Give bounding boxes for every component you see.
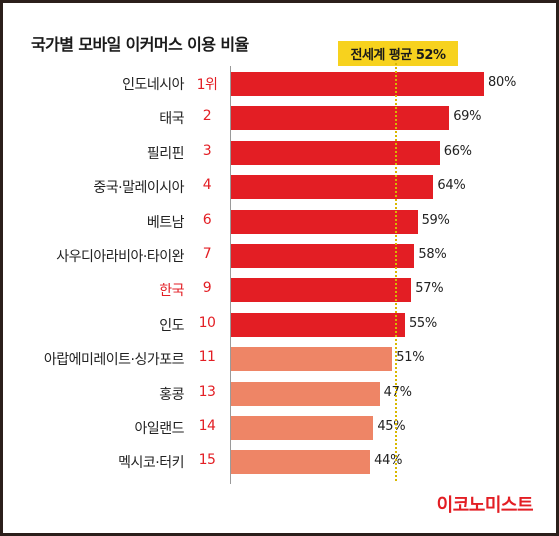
value-label: 57%	[415, 281, 444, 297]
rank-label: 13	[198, 383, 216, 400]
bar	[231, 209, 418, 234]
bar	[231, 175, 434, 200]
value-label: 58%	[418, 247, 447, 262]
bar	[231, 106, 450, 131]
rank-label: 6	[202, 211, 212, 228]
bar-row: 중국·말레이시아 4 64%	[0, 170, 559, 204]
bar	[231, 312, 405, 337]
bar	[231, 381, 380, 406]
axis-line	[230, 66, 231, 484]
bar	[231, 278, 412, 303]
value-label: 66%	[443, 143, 472, 159]
country-label: 아랍에미레이트·싱가포르	[43, 352, 185, 369]
average-label: 전세계 평균 52%	[338, 41, 458, 66]
value-label: 80%	[488, 75, 516, 90]
country-label: 태국	[159, 111, 184, 128]
value-label: 64%	[437, 178, 466, 194]
rank-label: 14	[198, 418, 216, 434]
bar	[231, 450, 371, 475]
bar	[231, 416, 374, 440]
rank-label: 7	[202, 246, 212, 262]
country-label: 베트남	[146, 214, 185, 231]
bar	[231, 140, 440, 165]
bar-row: 한국 9 57%	[0, 273, 559, 307]
rank-label: 1위	[196, 77, 218, 93]
value-label: 44%	[374, 453, 403, 469]
country-label: 한국	[159, 283, 184, 300]
value-label: 47%	[383, 384, 412, 400]
bar-row: 홍콩 13 47%	[0, 377, 559, 411]
country-label: 필리핀	[146, 145, 185, 162]
rank-label: 9	[202, 280, 212, 297]
country-label: 홍콩	[159, 386, 184, 403]
rank-label: 10	[198, 314, 216, 331]
country-label: 아일랜드	[134, 421, 184, 437]
rank-label: 2	[202, 108, 212, 125]
bar-row: 태국 2 69%	[0, 101, 559, 135]
value-label: 59%	[421, 212, 450, 228]
bar-row: 사우디아라비아·타이완 7 58%	[0, 239, 559, 273]
brand-logo: 이코노미스트	[436, 495, 534, 516]
value-label: 51%	[396, 350, 425, 366]
bar-row: 아일랜드 14 45%	[0, 411, 559, 445]
value-label: 69%	[453, 109, 482, 125]
bar-row: 멕시코·터키 15 44%	[0, 445, 559, 479]
value-label: 45%	[377, 419, 406, 434]
bar-row: 인도 10 55%	[0, 308, 559, 342]
chart-title: 국가별 모바일 이커머스 이용 비율	[31, 35, 249, 54]
bar-row: 베트남 6 59%	[0, 205, 559, 239]
bar	[231, 244, 415, 268]
bar-row: 아랍에미레이트·싱가포르 11 51%	[0, 342, 559, 376]
rank-label: 11	[198, 349, 216, 366]
country-label: 사우디아라비아·타이완	[56, 249, 184, 265]
rank-label: 3	[202, 142, 212, 159]
country-label: 중국·말레이시아	[93, 180, 184, 197]
bar-row: 인도네시아 1위 80%	[0, 67, 559, 101]
bar-row: 필리핀 3 66%	[0, 136, 559, 170]
country-label: 인도	[159, 317, 184, 334]
country-label: 인도네시아	[122, 77, 184, 93]
value-label: 55%	[408, 315, 437, 331]
bar	[231, 347, 393, 372]
rank-label: 4	[202, 177, 212, 194]
bar	[231, 72, 484, 96]
average-line	[395, 63, 397, 481]
rank-label: 15	[198, 452, 216, 469]
country-label: 멕시코·터키	[118, 455, 184, 472]
